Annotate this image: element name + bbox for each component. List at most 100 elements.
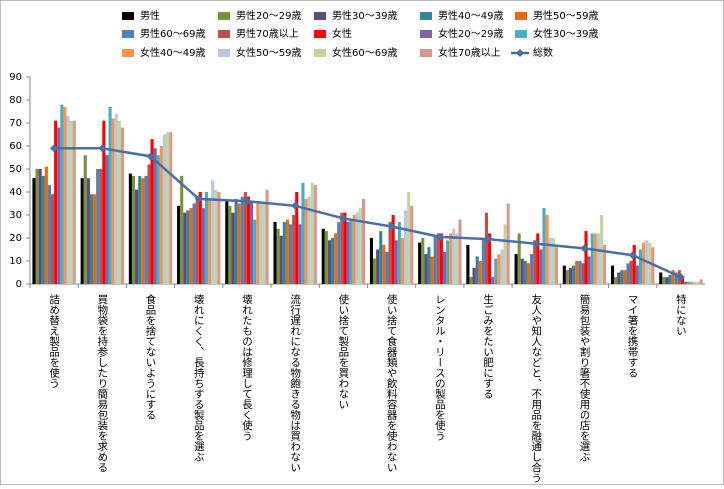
bar bbox=[228, 205, 232, 284]
bar bbox=[394, 240, 398, 284]
bar bbox=[514, 254, 518, 284]
bar bbox=[265, 189, 269, 284]
bar bbox=[517, 233, 521, 284]
bar bbox=[590, 233, 594, 284]
y-tick-label: 60 bbox=[9, 141, 22, 152]
bar bbox=[234, 198, 238, 284]
bar bbox=[668, 274, 672, 284]
bar bbox=[551, 238, 555, 284]
bar bbox=[89, 194, 94, 284]
bar bbox=[295, 192, 299, 284]
bar bbox=[587, 256, 591, 284]
bar bbox=[373, 258, 377, 284]
bar bbox=[494, 258, 498, 284]
bar bbox=[83, 155, 87, 284]
bar bbox=[548, 238, 552, 284]
bar bbox=[214, 189, 218, 284]
bar bbox=[687, 281, 691, 284]
legend-label: 女性40～49歳 bbox=[140, 46, 205, 59]
bar bbox=[334, 233, 338, 284]
bar bbox=[330, 238, 335, 284]
bar bbox=[418, 242, 422, 284]
bar bbox=[614, 277, 618, 284]
bar bbox=[279, 235, 283, 284]
bar bbox=[503, 224, 507, 284]
bar bbox=[545, 215, 549, 284]
x-tick-label: 壊れにくく、長持ちする製品を選ぶ bbox=[193, 294, 205, 462]
legend-label: 男性20～29歳 bbox=[236, 9, 301, 22]
bar bbox=[520, 258, 524, 284]
bar bbox=[442, 251, 447, 284]
legend-swatch bbox=[122, 12, 134, 20]
x-tick-label: 使い捨て食器類や飲料容器を使わない bbox=[386, 293, 398, 472]
legend-swatch bbox=[314, 12, 326, 20]
legend-swatch bbox=[515, 30, 527, 38]
bar bbox=[506, 203, 510, 284]
bar bbox=[562, 265, 566, 284]
bar bbox=[680, 277, 684, 284]
bar bbox=[211, 180, 215, 284]
legend-marker bbox=[516, 49, 524, 57]
bar bbox=[340, 212, 344, 284]
bar bbox=[683, 281, 688, 284]
bar bbox=[273, 221, 277, 284]
bar bbox=[246, 196, 251, 284]
x-tick-label: マイ箸を携帯する bbox=[627, 294, 639, 378]
bar bbox=[47, 185, 52, 284]
x-tick-label: 詰め替え製品を使う bbox=[48, 293, 60, 388]
legend-label: 女性20～29歳 bbox=[438, 27, 503, 40]
bar bbox=[439, 233, 443, 284]
bar bbox=[225, 201, 229, 284]
bar bbox=[80, 178, 84, 284]
bar bbox=[388, 221, 392, 284]
bar bbox=[484, 212, 489, 284]
line-marker bbox=[242, 197, 251, 206]
bar bbox=[253, 219, 257, 284]
bar bbox=[674, 272, 678, 284]
line-marker bbox=[628, 251, 637, 260]
bar bbox=[243, 192, 247, 284]
bar bbox=[204, 192, 209, 284]
line-marker bbox=[532, 239, 541, 248]
line-marker bbox=[676, 273, 685, 282]
bar bbox=[57, 127, 61, 284]
legend-swatch bbox=[122, 30, 134, 38]
y-tick-label: 50 bbox=[9, 164, 22, 175]
bar bbox=[472, 267, 476, 284]
bar bbox=[301, 182, 305, 284]
bar bbox=[693, 281, 697, 284]
bar bbox=[382, 244, 386, 284]
bar bbox=[469, 277, 473, 284]
bar bbox=[369, 238, 374, 284]
bar bbox=[391, 215, 395, 284]
bar bbox=[404, 210, 408, 284]
line-marker bbox=[98, 144, 107, 153]
bar bbox=[478, 261, 482, 284]
legend-swatch bbox=[218, 49, 230, 57]
bar bbox=[105, 155, 109, 284]
bar bbox=[575, 261, 579, 284]
bar bbox=[38, 169, 42, 284]
bar bbox=[578, 261, 582, 284]
bar bbox=[141, 178, 145, 284]
bar bbox=[533, 240, 537, 284]
bar bbox=[288, 224, 293, 284]
legend-label: 総数 bbox=[533, 46, 553, 59]
bar bbox=[93, 194, 97, 284]
bar bbox=[307, 196, 311, 284]
bar bbox=[32, 178, 36, 284]
bar bbox=[51, 194, 55, 284]
bar bbox=[69, 120, 73, 284]
bar bbox=[177, 205, 181, 284]
line-marker bbox=[387, 222, 396, 231]
x-tick-label: 食品を捨てないようにする bbox=[145, 293, 157, 420]
bar bbox=[671, 270, 675, 284]
bar bbox=[208, 198, 212, 284]
x-tick-label: 簡易包装や割り箸不使用の店を選ぶ bbox=[578, 293, 590, 462]
legend-swatch bbox=[218, 12, 230, 20]
bar bbox=[96, 169, 100, 284]
bar bbox=[114, 113, 118, 284]
bar bbox=[629, 261, 633, 284]
bar bbox=[41, 175, 45, 284]
bar bbox=[282, 221, 286, 284]
